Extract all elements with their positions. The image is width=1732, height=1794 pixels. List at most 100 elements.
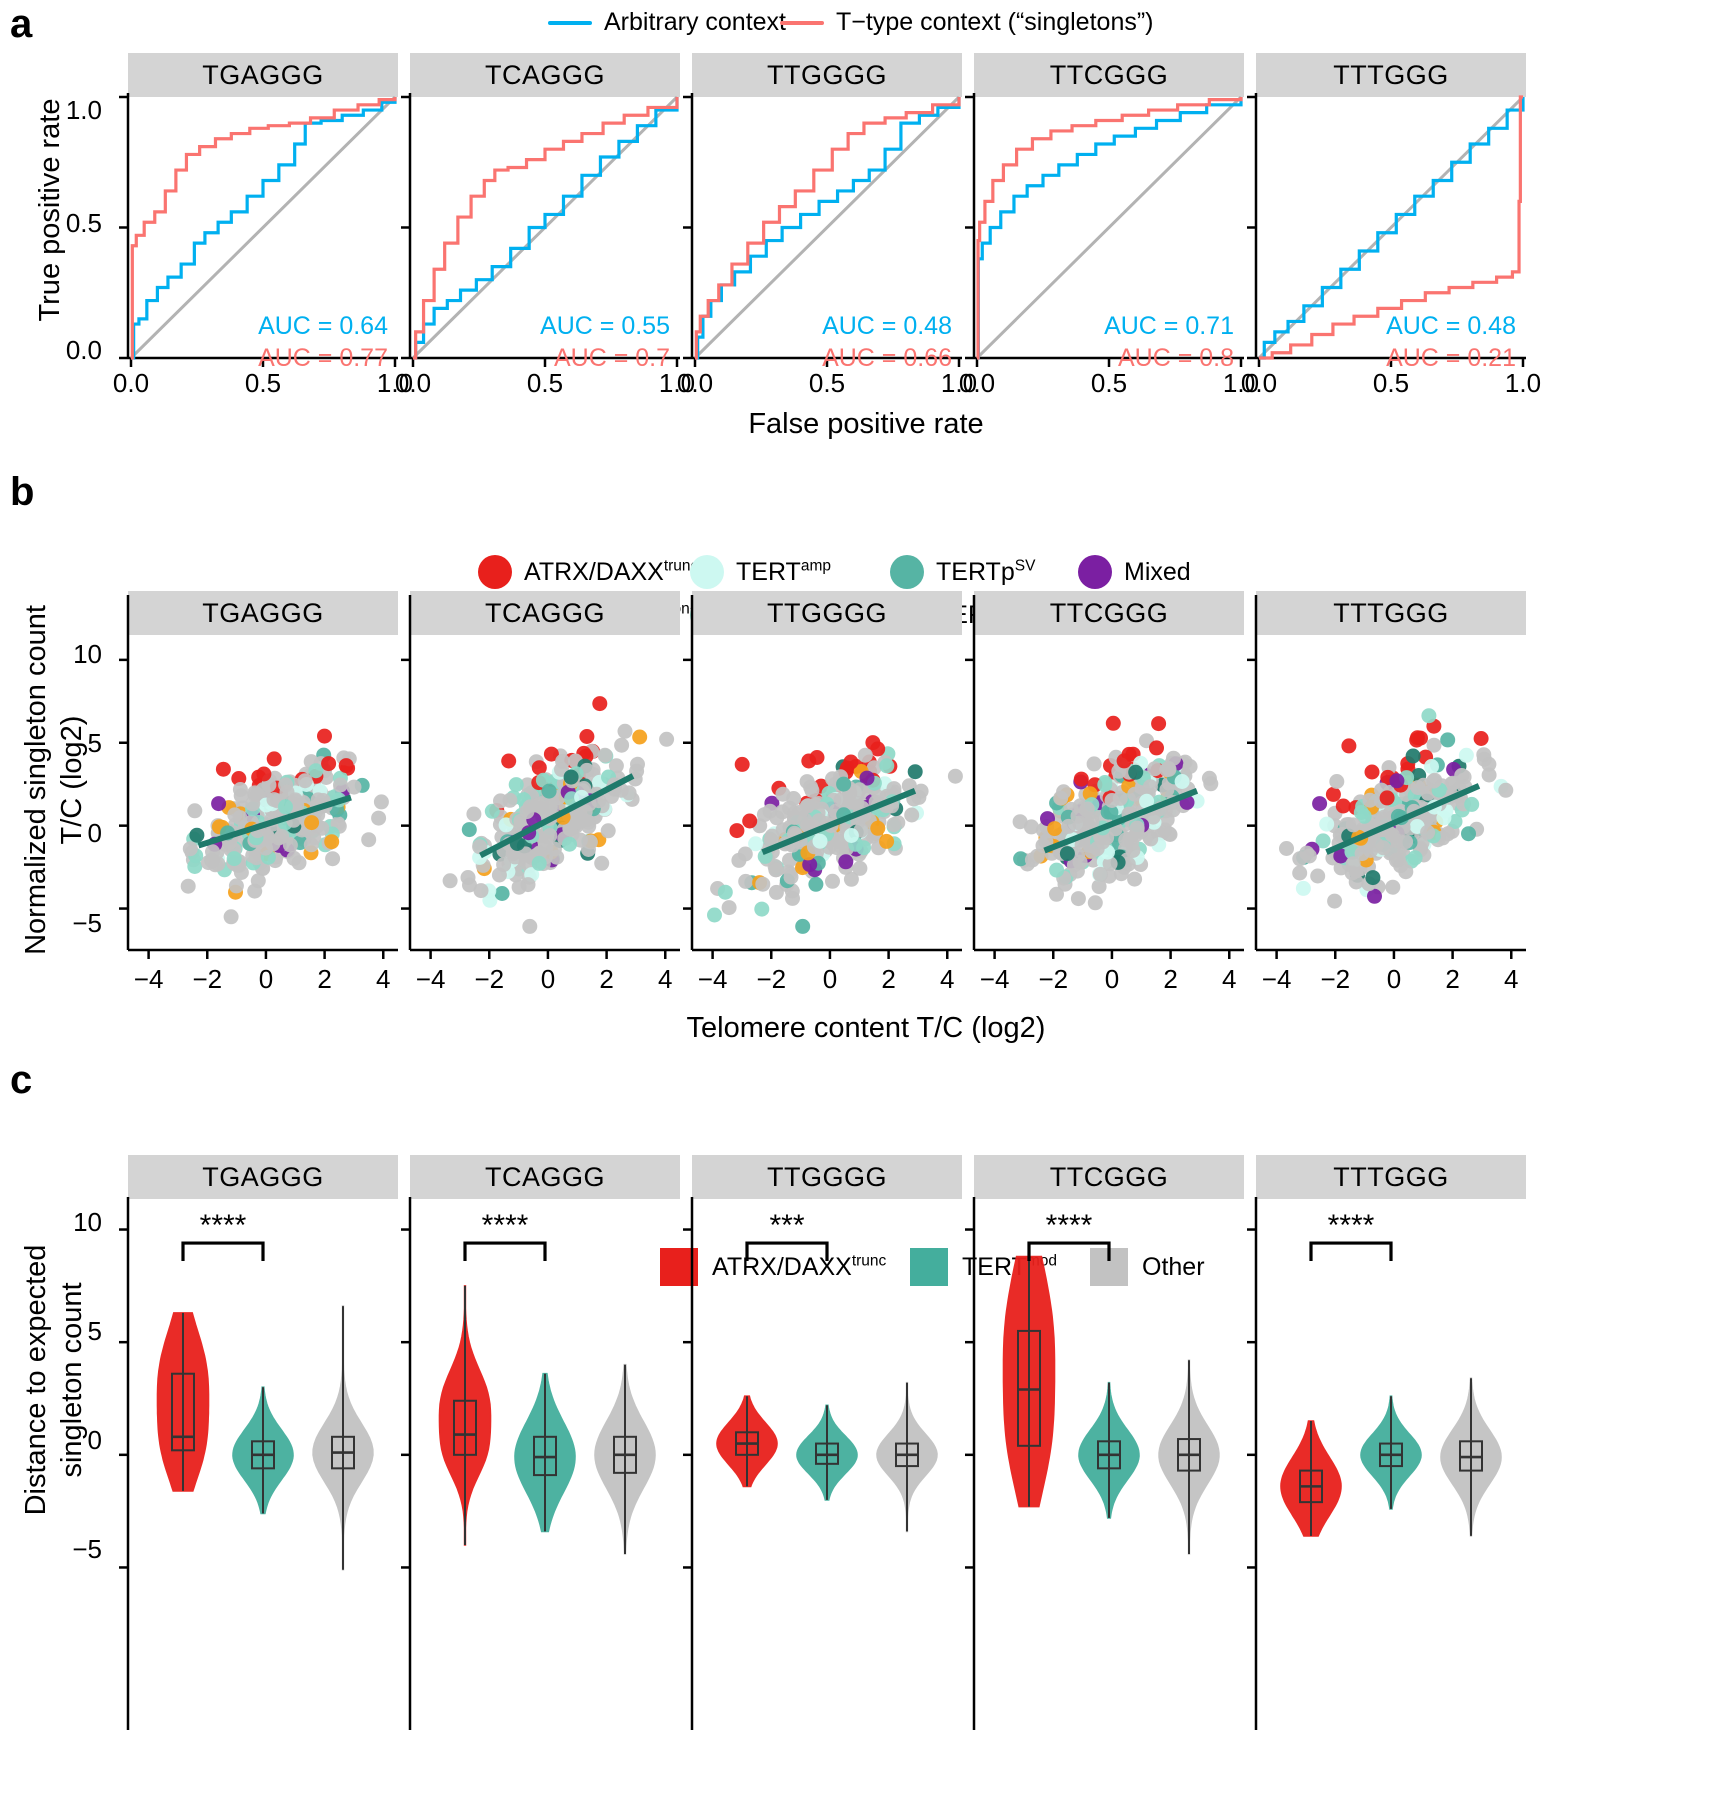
legend-color-dot: [890, 555, 924, 589]
auc-arbitrary-tttggg: AUC = 0.48: [1386, 312, 1516, 340]
panel-b-xtick-4-2: 0: [1386, 964, 1402, 994]
panel-a-ytick-0-5: 0.5: [65, 208, 102, 238]
panel-b-plots: [119, 595, 1526, 959]
auc-ttype-tttggg: AUC = 0.21: [1386, 344, 1516, 372]
panel-b-xtick-1-3: 2: [599, 964, 614, 994]
panel-a-xtick-0-1: 0.5: [244, 368, 282, 398]
panel-a-ytick-1-0: 1.0: [65, 95, 102, 125]
panel-a-xtick-2-0: 0.0: [676, 368, 714, 398]
panel-b-xtick-2-1: −2: [756, 964, 787, 994]
panel-b-xtick-2-3: 2: [881, 964, 896, 994]
panel-b-xtick-1-2: 0: [540, 964, 556, 994]
panel-a-legend-item-0: Arbitrary context: [548, 8, 786, 37]
auc-arbitrary-tcaggg: AUC = 0.55: [540, 312, 670, 340]
panel-b-xtick-3-4: 4: [1222, 964, 1237, 994]
panel-c-ytick-10: 10: [73, 1207, 102, 1237]
panel-b-xtick-0-0: −4: [133, 964, 164, 994]
significance-label-ttgggg: ***: [769, 1209, 804, 1242]
panel-a-xtick-1-2: 1.0: [658, 368, 696, 398]
legend-color-swatch: [910, 1248, 948, 1286]
facet-strip-ttgggg-b: TTGGGG: [692, 591, 962, 635]
legend-label: Mixed: [1124, 557, 1191, 586]
panel-a-xtick-3-0: 0.0: [958, 368, 996, 398]
panel-a-x-axis-title: False positive rate: [748, 408, 984, 440]
panel-a-xtick-1-1: 0.5: [526, 368, 564, 398]
panel-b-ytick-10: 10: [73, 639, 102, 669]
facet-strip-ttgggg-c: TTGGGG: [692, 1155, 962, 1199]
significance-label-tgaggg: ****: [200, 1209, 247, 1242]
panel-b-ytick-5: 5: [87, 728, 102, 758]
panel-b-xtick-1-1: −2: [474, 964, 505, 994]
legend-label: TERTamp: [736, 557, 831, 586]
facet-strip-ttcggg-a: TTCGGG: [974, 53, 1244, 97]
panel-b-xtick-0-1: −2: [192, 964, 223, 994]
auc-arbitrary-ttgggg: AUC = 0.48: [822, 312, 952, 340]
panel-letter-c: c: [10, 1058, 33, 1102]
panel-b-ytick-m5: −5: [72, 908, 102, 938]
auc-ttype-ttgggg: AUC = 0.66: [822, 344, 952, 372]
panel-b-legend-item-6: Mixed: [1078, 555, 1191, 589]
facet-strip-tgaggg-c: TGAGGG: [128, 1155, 398, 1199]
panel-b-xtick-3-0: −4: [979, 964, 1010, 994]
panel-b-xtick-1-4: 4: [658, 964, 673, 994]
facet-strip-tttggg-a: TTTGGG: [1256, 53, 1526, 97]
facet-strip-tcaggg-c: TCAGGG: [410, 1155, 680, 1199]
significance-label-tcaggg: ****: [482, 1209, 529, 1242]
panel-b-ytick-0: 0: [87, 818, 102, 848]
panel-b-xtick-1-0: −4: [415, 964, 446, 994]
panel-b-xtick-0-3: 2: [317, 964, 332, 994]
panel-letter-a: a: [10, 2, 33, 46]
panel-a-xtick-0-2: 1.0: [376, 368, 414, 398]
facet-strip-tttggg-b: TTTGGG: [1256, 591, 1526, 635]
auc-arbitrary-ttcggg: AUC = 0.71: [1104, 312, 1234, 340]
panel-b-legend-item-0: ATRX/DAXXtrunc: [478, 555, 698, 589]
legend-label: Other: [1142, 1252, 1205, 1281]
panel-b-x-axis-title: Telomere content T/C (log2): [686, 1012, 1046, 1044]
panel-c-plots: **** **** *** **** ****: [119, 1197, 1502, 1730]
panel-a-xtick-3-2: 1.0: [1222, 368, 1260, 398]
auc-ttype-tgaggg: AUC = 0.77: [258, 344, 388, 372]
auc-ttype-tcaggg: AUC = 0.7: [553, 344, 670, 372]
panel-a-xtick-2-1: 0.5: [808, 368, 846, 398]
arbitrary-context-line-swatch: [548, 20, 592, 25]
panel-c-ytick-m5: −5: [72, 1534, 102, 1564]
auc-ttype-ttcggg: AUC = 0.8: [1117, 344, 1234, 372]
panel-b-xtick-3-1: −2: [1038, 964, 1069, 994]
panel-c-ytick-5: 5: [87, 1316, 102, 1346]
legend-color-dot: [478, 555, 512, 589]
legend-label: Arbitrary context: [604, 8, 787, 36]
panel-b-xtick-3-3: 2: [1163, 964, 1178, 994]
panel-b-xtick-4-4: 4: [1504, 964, 1519, 994]
facet-strip-tgaggg-a: TGAGGG: [128, 53, 398, 97]
facet-strip-ttgggg-a: TTGGGG: [692, 53, 962, 97]
panel-a-xtick-4-0: 0.0: [1240, 368, 1278, 398]
panel-b-legend-item-2: TERTamp: [690, 555, 831, 589]
panel-b-xtick-4-1: −2: [1320, 964, 1351, 994]
panel-a-xtick-3-1: 0.5: [1090, 368, 1128, 398]
ttype-context-line-swatch: [780, 20, 824, 25]
panel-b-legend-item-4: TERTpSV: [890, 555, 1035, 589]
panel-b-xtick-2-0: −4: [697, 964, 728, 994]
significance-label-tttggg: ****: [1328, 1209, 1375, 1242]
panel-a-xtick-1-0: 0.0: [394, 368, 432, 398]
panel-b-xtick-0-4: 4: [376, 964, 391, 994]
panel-b-xtick-0-2: 0: [258, 964, 274, 994]
auc-arbitrary-tgaggg: AUC = 0.64: [258, 312, 388, 340]
panel-c-legend-item-2: Other: [1090, 1248, 1205, 1286]
facet-strip-tttggg-c: TTTGGG: [1256, 1155, 1526, 1199]
panel-a-xtick-2-2: 1.0: [940, 368, 978, 398]
legend-color-dot: [1078, 555, 1112, 589]
facet-strip-ttcggg-b: TTCGGG: [974, 591, 1244, 635]
facet-strip-tcaggg-b: TCAGGG: [410, 591, 680, 635]
legend-label: T−type context (“singletons”): [836, 8, 1154, 36]
legend-color-dot: [690, 555, 724, 589]
panel-a-legend-item-1: T−type context (“singletons”): [780, 8, 1154, 37]
facet-strip-tgaggg-b: TGAGGG: [128, 591, 398, 635]
panel-b-xtick-3-2: 0: [1104, 964, 1120, 994]
panel-letter-b: b: [10, 470, 35, 514]
panel-a-xtick-4-1: 0.5: [1372, 368, 1410, 398]
significance-label-ttcggg: ****: [1046, 1209, 1093, 1242]
facet-strip-tcaggg-a: TCAGGG: [410, 53, 680, 97]
panel-a-plots: [119, 93, 1526, 367]
panel-a-xtick-4-2: 1.0: [1504, 368, 1542, 398]
